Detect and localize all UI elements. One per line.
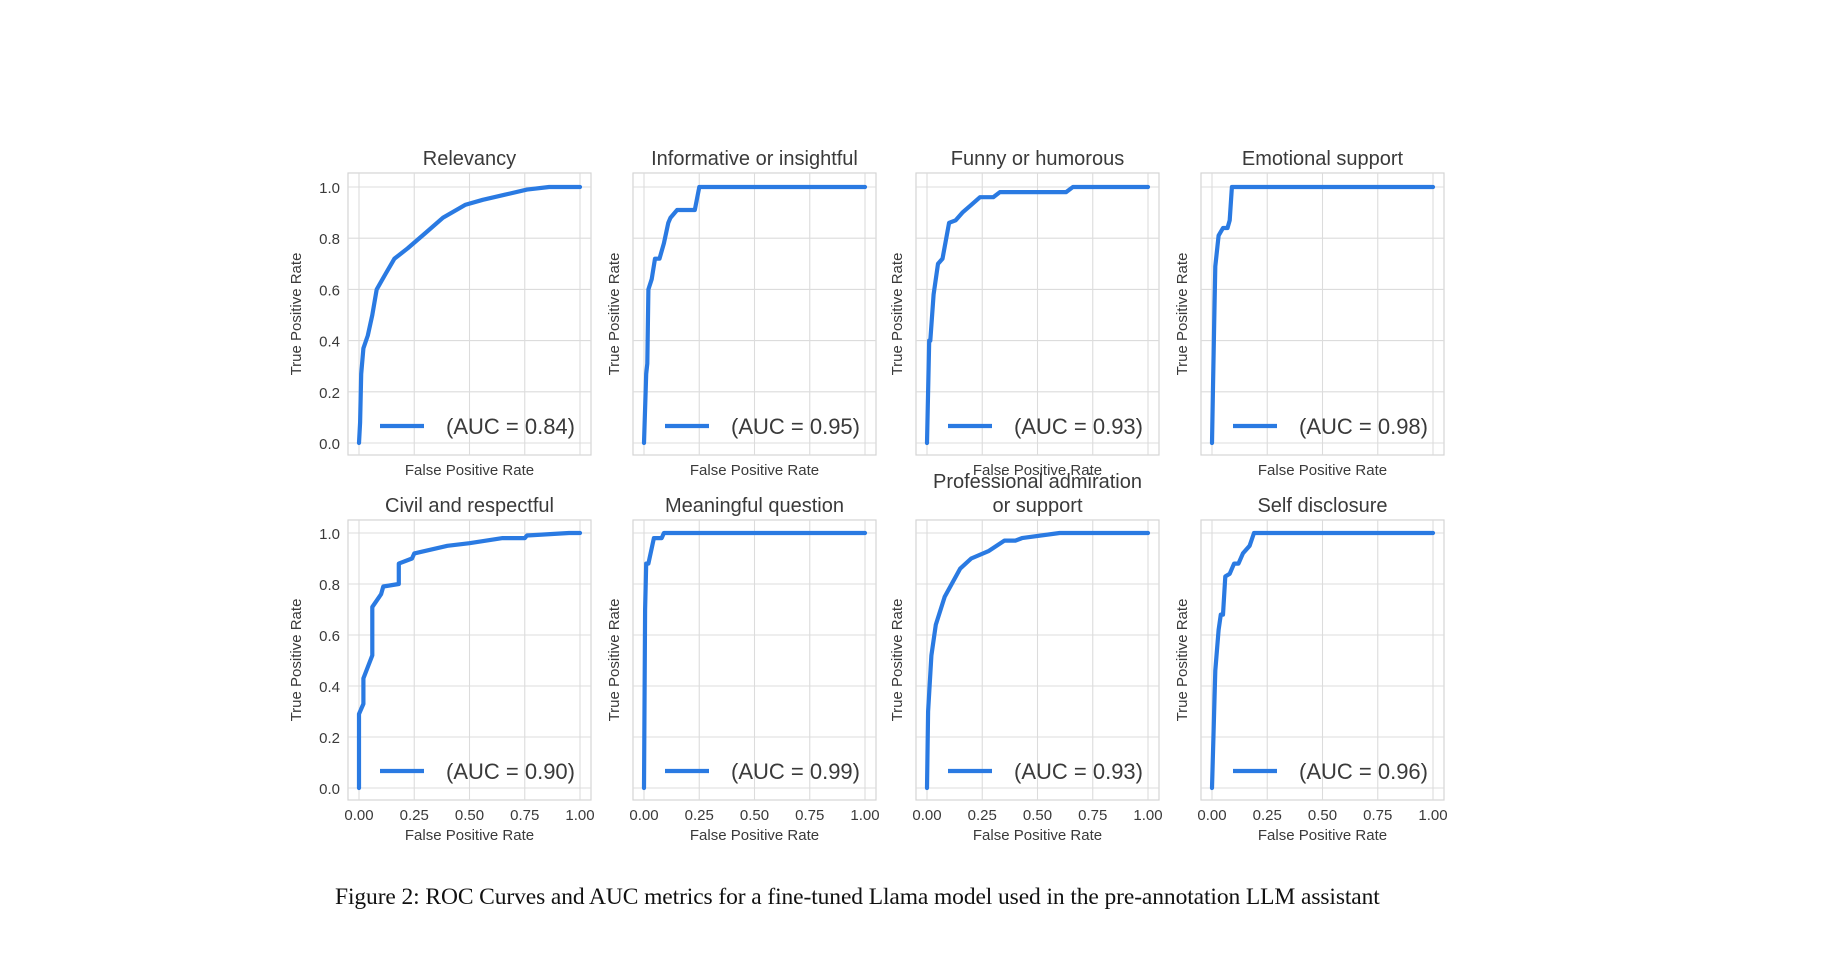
- y-tick-label: 1.0: [319, 180, 340, 197]
- figure-caption: Figure 2: ROC Curves and AUC metrics for…: [335, 884, 1380, 910]
- y-tick-label: 0.0: [319, 436, 340, 453]
- roc-curve: [1209, 184, 1436, 446]
- x-tick-label: 0.75: [510, 807, 539, 824]
- legend-auc-label: (AUC = 0.93): [1014, 414, 1143, 439]
- x-tick-label: 0.00: [344, 807, 373, 824]
- y-tick-label: 1.0: [319, 526, 340, 543]
- x-tick-label: 0.50: [740, 807, 769, 824]
- legend-auc-label: (AUC = 0.96): [1299, 759, 1428, 784]
- legend-auc-label: (AUC = 0.90): [446, 759, 575, 784]
- x-axis-label: False Positive Rate: [405, 462, 534, 479]
- x-tick-label: 0.50: [455, 807, 484, 824]
- x-tick-label: 0.00: [912, 807, 941, 824]
- y-axis-label: True Positive Rate: [889, 599, 906, 722]
- x-tick-label: 1.00: [850, 807, 879, 824]
- x-axis-label: False Positive Rate: [1258, 462, 1387, 479]
- roc-panel-2: Informative or insightful False Positive …: [606, 148, 877, 479]
- x-tick-label: 1.00: [1418, 807, 1447, 824]
- legend-auc-label: (AUC = 0.99): [731, 759, 860, 784]
- x-tick-label: 0.00: [629, 807, 658, 824]
- roc-figure: Relevancy 0.0 0.2 0.4 0.6 0.8 1.0 False Positiv…: [288, 148, 1448, 844]
- roc-curve: [641, 530, 868, 791]
- x-tick-label: 0.75: [795, 807, 824, 824]
- y-axis-label: True Positive Rate: [288, 253, 305, 376]
- legend-auc-label: (AUC = 0.93): [1014, 759, 1143, 784]
- x-tick-label: 0.75: [1078, 807, 1107, 824]
- panel-title: Civil and respectful: [385, 495, 554, 517]
- x-tick-label: 0.75: [1363, 807, 1392, 824]
- x-tick-label: 0.50: [1023, 807, 1052, 824]
- roc-curve: [924, 184, 1151, 446]
- y-axis-label: True Positive Rate: [606, 599, 623, 722]
- y-tick-label: 0.0: [319, 781, 340, 798]
- panel-title: Self disclosure: [1257, 495, 1387, 517]
- panel-title: or support: [992, 495, 1082, 517]
- y-tick-label: 0.6: [319, 282, 340, 299]
- roc-panel-1: Relevancy 0.0 0.2 0.4 0.6 0.8 1.0 False Positiv…: [288, 148, 592, 479]
- x-axis-label: False Positive Rate: [1258, 827, 1387, 844]
- y-tick-label: 0.4: [319, 334, 340, 351]
- y-axis-label: True Positive Rate: [288, 599, 305, 722]
- y-tick-label: 0.2: [319, 730, 340, 747]
- panel-title: Professional admiration: [933, 471, 1142, 493]
- roc-panel-8: Self disclosure 0.00 0.25 0.50 0.75 1.00 False…: [1174, 495, 1448, 844]
- roc-panel-3: Funny or humorous False Positive Rate True…: [889, 148, 1160, 479]
- roc-curve: [356, 530, 583, 791]
- x-tick-label: 0.25: [400, 807, 429, 824]
- x-axis-label: False Positive Rate: [973, 827, 1102, 844]
- roc-curve: [1209, 530, 1436, 791]
- panel-title: Relevancy: [423, 148, 516, 170]
- x-tick-label: 0.25: [1253, 807, 1282, 824]
- y-tick-label: 0.4: [319, 679, 340, 696]
- roc-panel-6: Meaningful question 0.00 0.25 0.50 0.75 1.00 F…: [606, 495, 880, 844]
- roc-panel-5: Civil and respectful 0.0 0.2 0.4 0.6 0.8 1.0 0.…: [288, 495, 595, 844]
- legend-auc-label: (AUC = 0.98): [1299, 414, 1428, 439]
- y-tick-label: 0.8: [319, 231, 340, 248]
- x-tick-label: 1.00: [1133, 807, 1162, 824]
- x-axis-label: False Positive Rate: [405, 827, 534, 844]
- y-axis-label: True Positive Rate: [889, 253, 906, 376]
- y-axis-label: True Positive Rate: [1174, 253, 1191, 376]
- x-tick-label: 0.00: [1197, 807, 1226, 824]
- panel-title: Meaningful question: [665, 495, 844, 517]
- x-axis-label: False Positive Rate: [690, 462, 819, 479]
- x-tick-label: 0.25: [968, 807, 997, 824]
- x-tick-label: 0.50: [1308, 807, 1337, 824]
- y-axis-label: True Positive Rate: [606, 253, 623, 376]
- legend-auc-label: (AUC = 0.84): [446, 414, 575, 439]
- y-tick-label: 0.2: [319, 385, 340, 402]
- panel-title: Informative or insightful: [651, 148, 858, 170]
- roc-panel-4: Emotional support False Positive Rate True…: [1174, 148, 1445, 479]
- y-tick-label: 0.8: [319, 577, 340, 594]
- x-tick-label: 0.25: [685, 807, 714, 824]
- panel-title: Funny or humorous: [951, 148, 1124, 170]
- x-axis-label: False Positive Rate: [690, 827, 819, 844]
- x-tick-label: 1.00: [565, 807, 594, 824]
- legend-auc-label: (AUC = 0.95): [731, 414, 860, 439]
- roc-curve: [641, 184, 868, 446]
- y-tick-label: 0.6: [319, 628, 340, 645]
- roc-curve: [924, 530, 1151, 791]
- roc-curve: [356, 184, 583, 446]
- y-axis-label: True Positive Rate: [1174, 599, 1191, 722]
- panel-title: Emotional support: [1242, 148, 1404, 170]
- x-axis-label: False Positive Rate: [973, 462, 1102, 479]
